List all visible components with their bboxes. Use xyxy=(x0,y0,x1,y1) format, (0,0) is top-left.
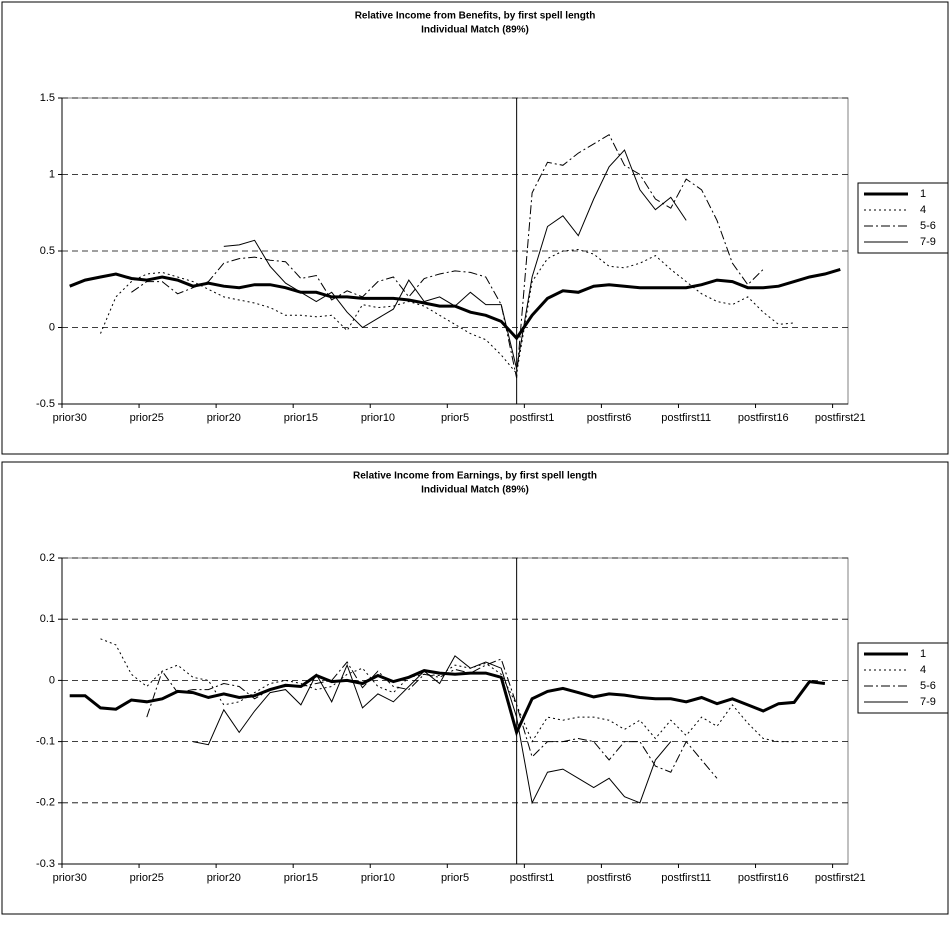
chart-subtitle: Individual Match (89%) xyxy=(421,485,529,496)
y-tick-label: 0.2 xyxy=(40,552,55,564)
legend-label: 5-6 xyxy=(920,220,936,232)
x-tick-label: prior30 xyxy=(53,872,87,884)
x-tick-label: postfirst21 xyxy=(815,412,866,424)
chart-subtitle: Individual Match (89%) xyxy=(421,25,529,36)
legend-label: 4 xyxy=(920,664,926,676)
plot-area xyxy=(61,557,849,865)
legend-label: 1 xyxy=(920,648,926,660)
x-tick-label: postfirst16 xyxy=(738,872,789,884)
legend-label: 5-6 xyxy=(920,680,936,692)
y-tick-label: 0 xyxy=(49,321,55,333)
x-tick-label: prior15 xyxy=(284,872,318,884)
legend-label: 7-9 xyxy=(920,696,936,708)
y-tick-label: -0.5 xyxy=(36,398,55,410)
series-line xyxy=(192,655,672,805)
chart-title: Relative Income from Earnings, by first … xyxy=(353,471,597,482)
x-tick-label: prior25 xyxy=(130,412,164,424)
x-tick-label: postfirst16 xyxy=(738,412,789,424)
x-tick-label: prior30 xyxy=(53,412,87,424)
y-tick-label: 0 xyxy=(49,674,55,686)
chart-title: Relative Income from Benefits, by first … xyxy=(355,11,596,22)
x-tick-label: prior5 xyxy=(441,412,469,424)
x-tick-label: prior15 xyxy=(284,412,318,424)
series-line xyxy=(131,133,764,379)
x-tick-label: prior20 xyxy=(207,872,241,884)
x-tick-label: prior20 xyxy=(207,412,241,424)
x-tick-label: postfirst6 xyxy=(587,412,632,424)
x-tick-label: postfirst1 xyxy=(510,412,555,424)
series-line xyxy=(146,658,718,779)
legend-label: 1 xyxy=(920,188,926,200)
y-tick-label: -0.1 xyxy=(36,736,55,748)
series-line xyxy=(100,248,795,375)
y-tick-label: 1 xyxy=(49,168,55,180)
x-tick-label: prior25 xyxy=(130,872,164,884)
x-tick-label: postfirst11 xyxy=(661,872,711,884)
x-tick-label: prior10 xyxy=(361,872,395,884)
x-tick-label: postfirst1 xyxy=(510,872,555,884)
y-tick-label: -0.2 xyxy=(36,797,55,809)
y-tick-label: 1.5 xyxy=(40,92,55,104)
x-tick-label: postfirst21 xyxy=(815,872,866,884)
y-tick-label: -0.3 xyxy=(36,858,55,870)
y-tick-label: 0.1 xyxy=(40,613,55,625)
x-tick-label: postfirst6 xyxy=(587,872,632,884)
series-line xyxy=(223,149,687,369)
x-tick-label: prior5 xyxy=(441,872,469,884)
legend-label: 7-9 xyxy=(920,236,936,248)
y-tick-label: 0.5 xyxy=(40,245,55,257)
x-tick-label: postfirst11 xyxy=(661,412,711,424)
x-tick-label: prior10 xyxy=(361,412,395,424)
legend-label: 4 xyxy=(920,204,926,216)
